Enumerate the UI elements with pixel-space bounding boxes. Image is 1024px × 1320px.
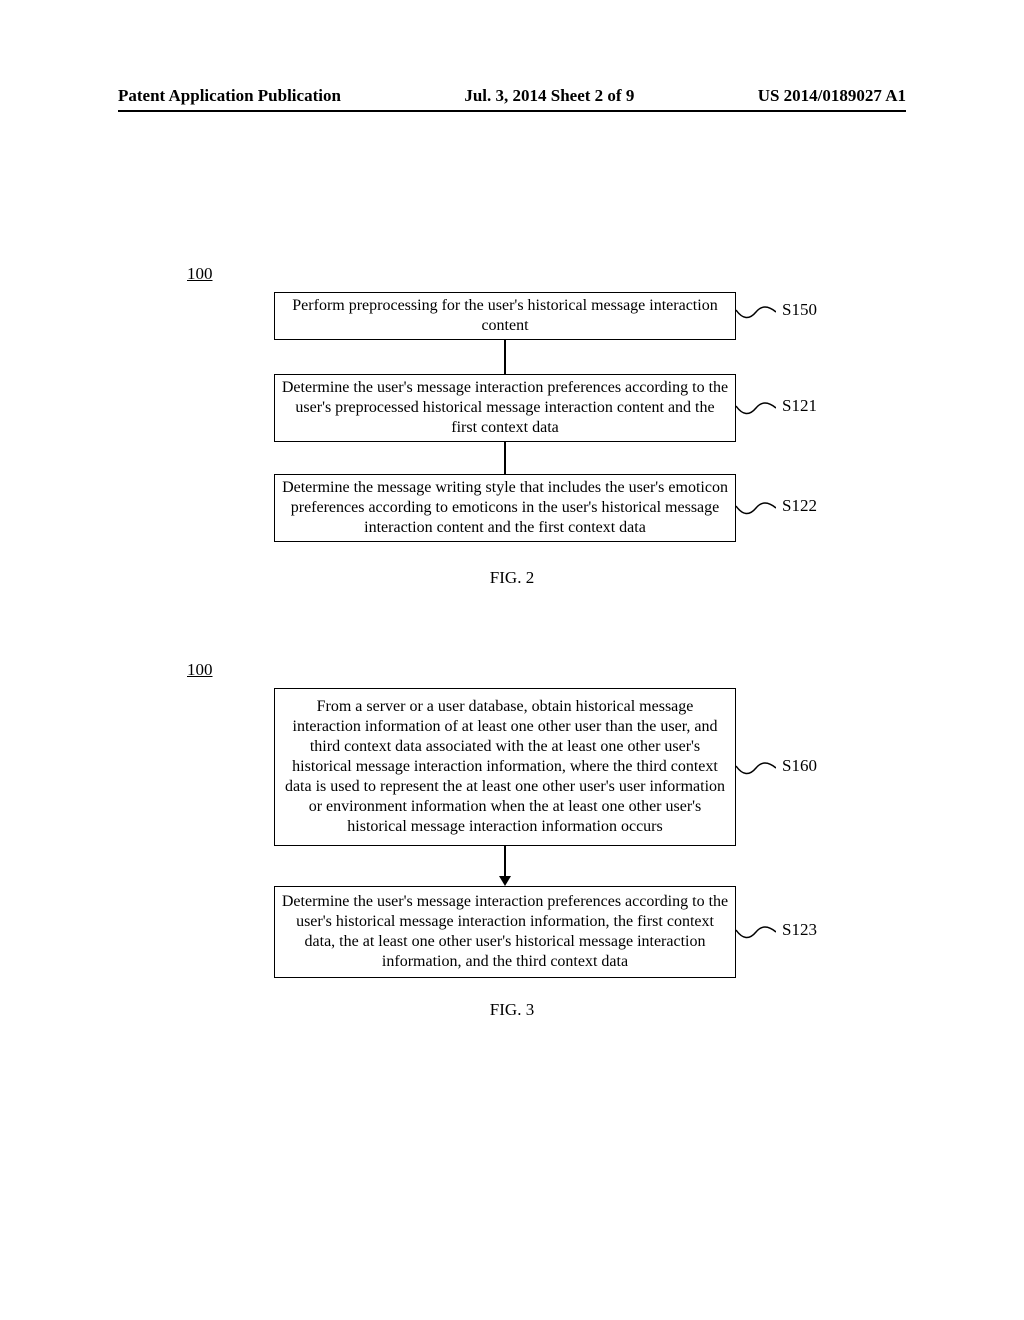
fig2-caption: FIG. 2 [0, 568, 1024, 588]
callout-curve-icon [736, 758, 776, 780]
fig3-label-s160: S160 [782, 756, 817, 776]
fig2-label-s121: S121 [782, 396, 817, 416]
header-left: Patent Application Publication [118, 86, 341, 106]
callout-curve-icon [736, 398, 776, 420]
header-center: Jul. 3, 2014 Sheet 2 of 9 [464, 86, 634, 106]
fig2-box-s122: Determine the message writing style that… [274, 474, 736, 542]
fig3-box-s160-text: From a server or a user database, obtain… [281, 697, 729, 837]
fig3-box-s123: Determine the user's message interaction… [274, 886, 736, 978]
fig2-label-s150: S150 [782, 300, 817, 320]
callout-curve-icon [736, 302, 776, 324]
header-rule [118, 110, 906, 112]
fig2-box-s150-text: Perform preprocessing for the user's his… [281, 296, 729, 336]
fig3-label-s123: S123 [782, 920, 817, 940]
fig2-box-s121: Determine the user's message interaction… [274, 374, 736, 442]
fig3-reference-number: 100 [187, 660, 213, 680]
callout-curve-icon [736, 922, 776, 944]
fig2-box-s150: Perform preprocessing for the user's his… [274, 292, 736, 340]
connector-line [504, 442, 506, 474]
fig3-caption: FIG. 3 [0, 1000, 1024, 1020]
fig2-box-s121-text: Determine the user's message interaction… [281, 378, 729, 438]
page-header: Patent Application Publication Jul. 3, 2… [118, 86, 906, 106]
connector-line [504, 846, 506, 876]
fig2-label-s122: S122 [782, 496, 817, 516]
fig3-box-s123-text: Determine the user's message interaction… [281, 892, 729, 972]
callout-curve-icon [736, 498, 776, 520]
fig2-reference-number: 100 [187, 264, 213, 284]
fig3-box-s160: From a server or a user database, obtain… [274, 688, 736, 846]
arrowhead-down-icon [499, 876, 511, 886]
page: Patent Application Publication Jul. 3, 2… [0, 0, 1024, 1320]
fig2-box-s122-text: Determine the message writing style that… [281, 478, 729, 538]
header-right: US 2014/0189027 A1 [758, 86, 906, 106]
connector-line [504, 340, 506, 374]
